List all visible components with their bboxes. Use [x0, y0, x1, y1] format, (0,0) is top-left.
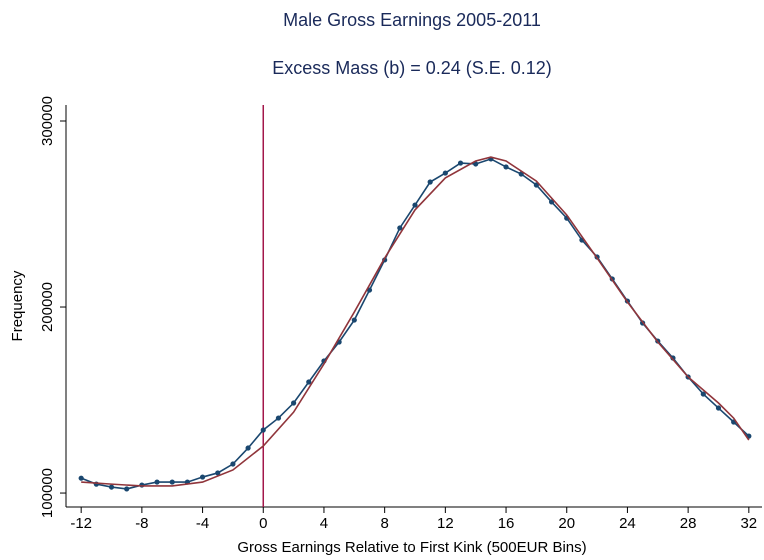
chart-title: Male Gross Earnings 2005-2011: [283, 10, 541, 30]
data-point: [715, 405, 722, 411]
data-point: [670, 355, 676, 361]
data-point: [108, 484, 115, 490]
data-point: [230, 461, 236, 467]
data-point: [260, 427, 266, 433]
series-line: [80, 158, 750, 490]
data-point: [139, 482, 145, 488]
x-axis-label: Gross Earnings Relative to First Kink (5…: [237, 539, 586, 556]
x-tick-label: 24: [619, 515, 636, 532]
x-tick-label: 32: [740, 515, 757, 532]
data-point: [503, 164, 509, 170]
data-point: [397, 225, 403, 231]
x-tick-label: -4: [196, 515, 209, 532]
y-tick-label: 300000: [39, 96, 56, 146]
data-point: [245, 445, 251, 451]
x-tick-label: 12: [437, 515, 454, 532]
y-axis-label: Frequency: [9, 270, 26, 341]
x-tick-label: -8: [135, 515, 148, 532]
x-tick-label: 8: [380, 515, 388, 532]
x-tick-label: 4: [320, 515, 328, 532]
x-tick-label: 16: [498, 515, 515, 532]
y-tick-label: 200000: [39, 282, 56, 332]
data-point: [291, 400, 297, 406]
data-point: [427, 179, 433, 185]
x-tick-label: -12: [70, 515, 92, 532]
y-tick-label: 100000: [39, 468, 56, 518]
data-point: [473, 161, 479, 167]
data-point: [275, 415, 282, 421]
x-tick-label: 20: [558, 515, 575, 532]
data-point: [306, 379, 312, 385]
x-tick-label: 28: [680, 515, 697, 532]
data-point: [154, 479, 160, 485]
data-point: [124, 486, 130, 492]
data-point: [169, 479, 175, 485]
data-point: [442, 170, 448, 176]
data-point: [412, 202, 418, 208]
x-tick-label: 0: [259, 515, 267, 532]
data-point: [700, 391, 706, 397]
data-point: [215, 470, 221, 476]
chart-subtitle: Excess Mass (b) = 0.24 (S.E. 0.12): [272, 58, 552, 78]
data-point: [457, 160, 464, 166]
data-point: [351, 317, 357, 323]
data-point: [78, 475, 84, 481]
data-point: [199, 474, 206, 480]
series-line: [81, 156, 750, 487]
